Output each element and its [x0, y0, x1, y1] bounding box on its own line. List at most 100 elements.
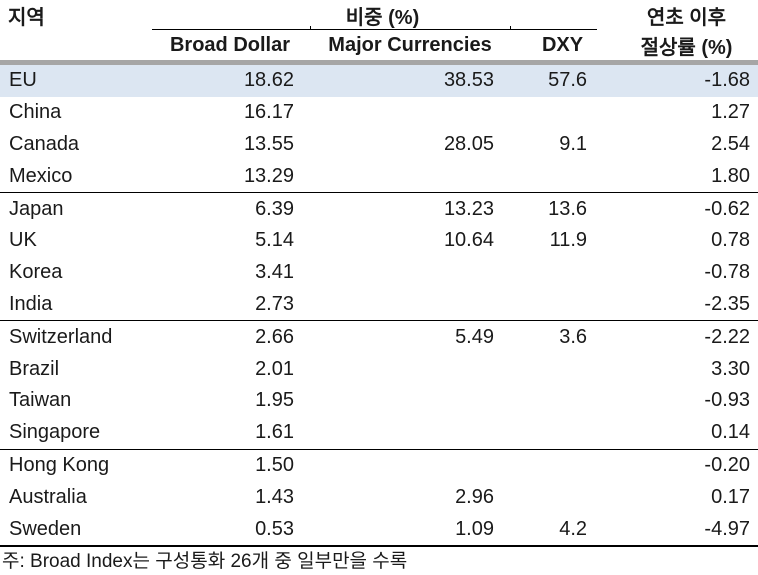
dxy-cell: 11.9: [549, 229, 588, 252]
region-cell: EU: [0, 62, 150, 97]
rate-cell: 1.27: [711, 101, 751, 124]
ytd-header-line2: 절상률 (%): [615, 30, 758, 65]
broad-dollar-cell: 1.95: [255, 389, 294, 412]
table-body: EU 18.62 38.53 57.6 -1.68 China 16.17 1.27 Canad…: [0, 62, 758, 547]
rate-cell: 0.17: [711, 485, 751, 508]
major-currencies-cell: 10.64: [443, 229, 494, 252]
weight-group-underline-tick: [510, 26, 511, 30]
table-row: Taiwan 1.95 -0.93: [0, 385, 758, 417]
broad-dollar-cell: 1.50: [150, 448, 310, 482]
broad-dollar-cell: 2.66: [150, 320, 310, 354]
subheader-dxy-label: DXY: [541, 33, 584, 56]
rate-cell: 1.80: [711, 164, 751, 187]
dxy-cell: 57.6: [510, 62, 616, 97]
dxy-cell: 13.6: [510, 192, 616, 225]
region-cell: UK: [9, 229, 37, 252]
broad-dollar-cell: 0.53: [150, 513, 310, 547]
region-column-header-label: 지역: [8, 6, 45, 29]
broad-dollar-cell: 16.17: [243, 101, 294, 124]
major-currencies-cell: [310, 289, 510, 321]
weight-group-underline: [152, 29, 598, 30]
table-row: Korea 3.41 -0.78: [0, 257, 758, 289]
weight-group-header-label: 비중 (%): [345, 6, 420, 29]
major-currencies-cell: 1.09: [310, 513, 510, 547]
table-row: Brazil 2.01 3.30: [0, 353, 758, 385]
table-row: China 16.17 1.27: [0, 97, 758, 129]
subheader-major-currencies-label: Major Currencies: [328, 33, 492, 56]
region-cell: Hong Kong: [0, 448, 150, 482]
rate-cell: -4.97: [615, 513, 758, 547]
table-row: Sweden 0.53 1.09 4.2 -4.97: [0, 513, 758, 547]
table-row: UK 5.14 10.64 11.9 0.78: [0, 225, 758, 257]
subheader-broad-dollar: Broad Dollar: [150, 30, 310, 65]
rate-cell: 0.14: [711, 421, 751, 444]
major-currencies-cell: [310, 417, 510, 449]
table-row: Australia 1.43 2.96 0.17: [0, 481, 758, 513]
major-currencies-cell: 38.53: [310, 62, 510, 97]
broad-dollar-cell: 18.62: [150, 62, 310, 97]
major-currencies-cell: 2.96: [455, 485, 494, 508]
major-currencies-cell: [310, 97, 510, 129]
rate-cell: -0.20: [615, 448, 758, 482]
currency-weight-table: 지역 비중 (%) 연초 이후 Broad Dollar Maj: [0, 0, 758, 547]
major-currencies-cell: [310, 160, 510, 192]
broad-dollar-cell: 6.39: [150, 192, 310, 225]
dxy-cell: [510, 289, 615, 321]
region-cell: Brazil: [9, 357, 60, 380]
region-cell: Singapore: [9, 421, 101, 444]
region-cell: Sweden: [0, 513, 150, 547]
table-row: Hong Kong 1.50 -0.20: [0, 448, 758, 482]
major-currencies-cell: 28.05: [443, 132, 494, 155]
table-header: 지역 비중 (%) 연초 이후 Broad Dollar Maj: [0, 0, 758, 65]
dxy-cell: [510, 417, 615, 449]
dxy-cell: [510, 481, 615, 513]
major-currencies-cell: [310, 385, 510, 417]
dxy-cell: [510, 448, 616, 482]
ytd-header-line2-label: 절상률 (%): [640, 36, 733, 59]
broad-dollar-cell: 1.43: [255, 485, 294, 508]
rate-cell: -0.78: [704, 261, 751, 284]
table-row: Switzerland 2.66 5.49 3.6 -2.22: [0, 320, 758, 354]
table-row: EU 18.62 38.53 57.6 -1.68: [0, 62, 758, 97]
rate-cell: -1.68: [615, 62, 758, 97]
region-cell: Australia: [9, 485, 87, 508]
region-cell: Taiwan: [9, 389, 72, 412]
footnote: 주: Broad Index는 구성통화 26개 중 일부만을 수록: [2, 551, 408, 572]
table-row: Canada 13.55 28.05 9.1 2.54: [0, 129, 758, 161]
rate-cell: -2.35: [704, 292, 751, 315]
dxy-cell: [510, 97, 615, 129]
major-currencies-cell: [310, 448, 510, 482]
ytd-header-line1-label: 연초 이후: [646, 6, 727, 29]
rate-cell: -0.93: [704, 389, 751, 412]
broad-dollar-cell: 3.41: [255, 261, 294, 284]
dxy-cell: [510, 257, 615, 289]
dxy-cell: 9.1: [559, 132, 588, 155]
rate-cell: -0.62: [615, 192, 758, 225]
broad-dollar-cell: 13.55: [243, 132, 294, 155]
major-currencies-cell: 5.49: [310, 320, 510, 354]
region-cell: Mexico: [9, 164, 73, 187]
region-cell: Japan: [0, 192, 150, 225]
dxy-cell: [510, 353, 615, 385]
empty-header-cell: [0, 30, 150, 65]
dxy-cell: 3.6: [510, 320, 616, 354]
header-row-sub: Broad Dollar Major Currencies DXY 절상률 (%…: [0, 30, 758, 65]
rate-cell: 3.30: [711, 357, 751, 380]
broad-dollar-cell: 1.61: [255, 421, 294, 444]
table-row: Japan 6.39 13.23 13.6 -0.62: [0, 192, 758, 225]
subheader-major-currencies: Major Currencies: [310, 30, 510, 65]
weight-group-underline-tick: [310, 26, 311, 30]
broad-dollar-cell: 2.01: [255, 357, 294, 380]
table-row: India 2.73 -2.35: [0, 289, 758, 321]
major-currencies-cell: 13.23: [310, 192, 510, 225]
rate-cell: -2.22: [615, 320, 758, 354]
region-cell: India: [9, 292, 53, 315]
region-cell: Switzerland: [0, 320, 150, 354]
dxy-cell: [510, 385, 615, 417]
dxy-cell: [510, 160, 615, 192]
major-currencies-cell: [310, 257, 510, 289]
broad-dollar-cell: 2.73: [255, 292, 294, 315]
ytd-header-line1: 연초 이후: [615, 0, 758, 30]
region-cell: China: [9, 101, 62, 124]
